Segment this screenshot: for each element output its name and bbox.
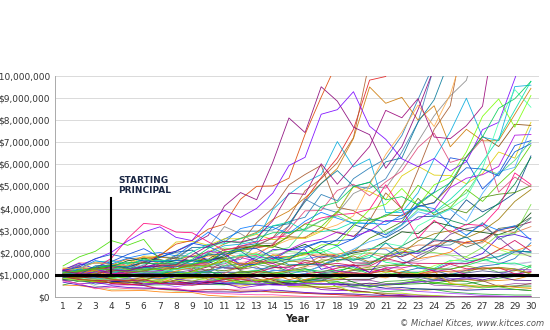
- Text: TERMINAL WEALTH AFTER 30 YEARS OF FOLLOWING THE: TERMINAL WEALTH AFTER 30 YEARS OF FOLLOW…: [87, 16, 463, 30]
- X-axis label: Year: Year: [285, 314, 309, 324]
- Text: 4% SAFE WITHDRAWAL RATE: ALL HISTORICAL YEARS: 4% SAFE WITHDRAWAL RATE: ALL HISTORICAL …: [97, 45, 453, 58]
- Text: STARTING
PRINCIPAL: STARTING PRINCIPAL: [118, 176, 171, 195]
- Text: © Michael Kitces, www.kitces.com: © Michael Kitces, www.kitces.com: [400, 319, 544, 328]
